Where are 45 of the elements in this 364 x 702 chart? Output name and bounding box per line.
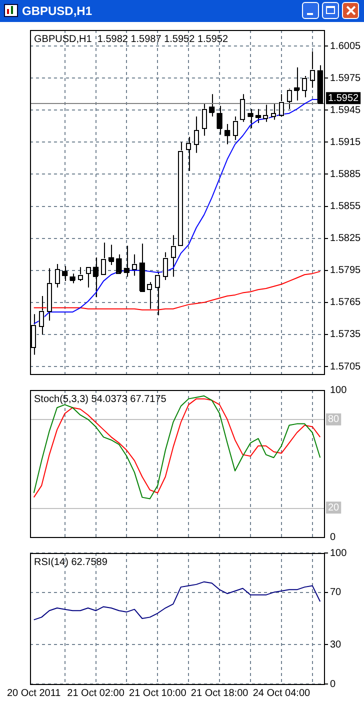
candlestick: [240, 94, 246, 122]
y-tick-label: 1.5885: [330, 168, 362, 180]
y-tick-label: 100: [330, 548, 348, 559]
y-tick-label: 1.5795: [330, 265, 362, 276]
x-tick-label: 21 Oct 02:00: [67, 688, 125, 699]
x-tick-label: 20 Oct 2011: [6, 688, 62, 699]
y-tick-label: 100: [330, 384, 348, 396]
x-tick-label: 24 Oct 04:00: [252, 688, 311, 699]
y-tick-label: 1.5945: [330, 104, 362, 116]
candlestick: [270, 103, 277, 120]
y-tick-label: 1.5855: [330, 201, 362, 212]
y-tick-label: 70: [330, 587, 342, 598]
candlestick: [263, 104, 269, 122]
chart-title: GBPUSD,H1: [22, 4, 92, 18]
y-tick-label: 1.5975: [330, 72, 362, 84]
candlestick: [208, 94, 215, 118]
candlestick: [124, 245, 130, 278]
candlestick: [54, 263, 60, 288]
candlestick: [201, 103, 207, 136]
candlestick: [224, 124, 230, 145]
candlestick: [194, 116, 200, 154]
candlestick: [85, 266, 91, 288]
candlestick: [255, 108, 262, 124]
ref-line-label: 20: [328, 502, 340, 514]
y-tick-label: 1.5765: [330, 297, 362, 308]
x-tick-label: 21 Oct 10:00: [129, 688, 187, 699]
ref-line-label: 1.5952: [328, 92, 360, 104]
ref-line-label: 80: [328, 414, 340, 426]
candlestick: [248, 108, 254, 129]
y-tick-label: 0: [330, 678, 336, 690]
candlestick: [147, 282, 153, 310]
y-tick-label: 1.5705: [330, 361, 362, 372]
chart-title: RSI(14) 62.7589: [34, 556, 108, 568]
y-tick-label: 30: [330, 639, 342, 650]
y-tick-label: 1.5735: [330, 329, 362, 340]
y-tick-label: 0: [330, 532, 336, 543]
y-tick-label: 1.5915: [330, 136, 362, 148]
y-tick-label: 1.6005: [330, 40, 362, 52]
candlestick: [132, 254, 138, 276]
y-tick-label: 1.5825: [330, 233, 362, 244]
chart-subtitle: GBPUSD,H1 1.5982 1.5987 1.5952 1.5952: [34, 34, 228, 45]
x-tick-label: 21 Oct 18:00: [190, 688, 249, 699]
chart-title: Stoch(5,3,3) 54.0373 67.7175: [34, 394, 167, 405]
candlestick: [62, 266, 68, 282]
candlestick: [186, 136, 192, 172]
